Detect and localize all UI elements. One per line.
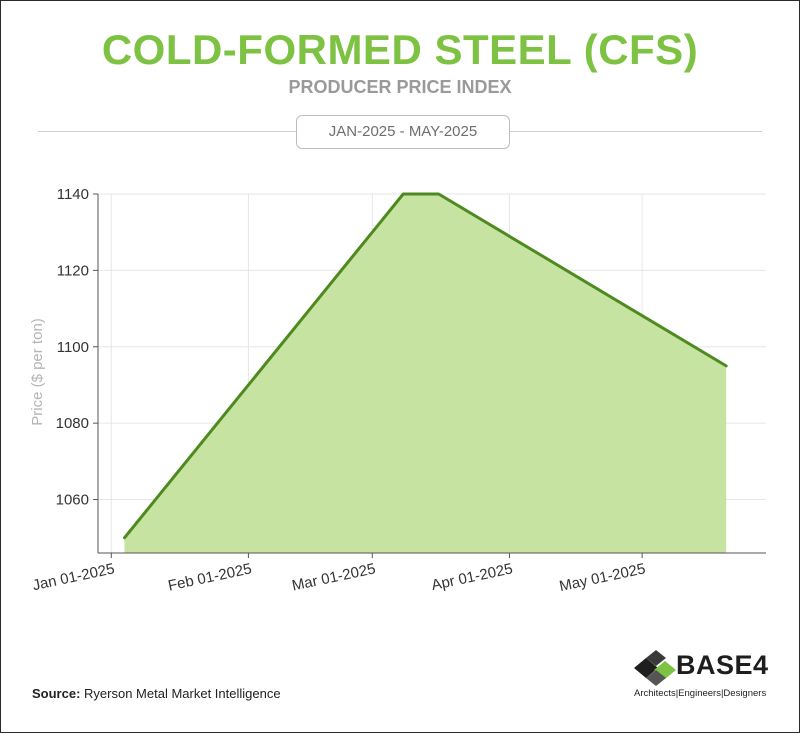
source-note: Source: Ryerson Metal Market Intelligenc… (32, 686, 281, 701)
y-tick-labels: 1060 1080 1100 1120 1140 (56, 186, 89, 509)
source-label: Source: (32, 686, 81, 701)
chart-subtitle: PRODUCER PRICE INDEX (288, 77, 512, 97)
y-tick-label: 1140 (57, 186, 89, 203)
y-axis-label: Price ($ per ton) (29, 318, 46, 426)
divider-left (38, 131, 296, 132)
x-tick-label: Apr 01-2025 (430, 560, 514, 594)
x-tick-label: Feb 01-2025 (166, 560, 253, 594)
y-tick-label: 1120 (57, 262, 89, 279)
area-fill (124, 194, 727, 553)
logo-wordmark: BASE4 (676, 650, 769, 680)
y-tick-label: 1060 (56, 492, 89, 509)
y-tick-label: 1080 (56, 415, 89, 432)
x-tick-label: May 01-2025 (558, 560, 647, 595)
source-text: Ryerson Metal Market Intelligence (84, 686, 281, 701)
date-range-badge: JAN-2025 - MAY-2025 (296, 115, 510, 149)
x-tick-label: Mar 01-2025 (290, 560, 377, 594)
y-tick-label: 1100 (57, 339, 89, 356)
logo-cubes-icon (634, 650, 676, 686)
price-line (123, 192, 728, 540)
x-tick-labels: Jan 01-2025 Feb 01-2025 Mar 01-2025 Apr 01-… (31, 560, 647, 595)
logo-tagline: Architects|Engineers|Designers (634, 688, 767, 699)
x-tick-label: Jan 01-2025 (31, 560, 116, 594)
price-area (123, 192, 728, 553)
chart-title: COLD-FORMED STEEL (CFS) (101, 26, 699, 73)
divider-right (510, 131, 762, 132)
base4-logo: BASE4 Architects|Engineers|Designers (632, 648, 772, 704)
axes (93, 193, 766, 558)
